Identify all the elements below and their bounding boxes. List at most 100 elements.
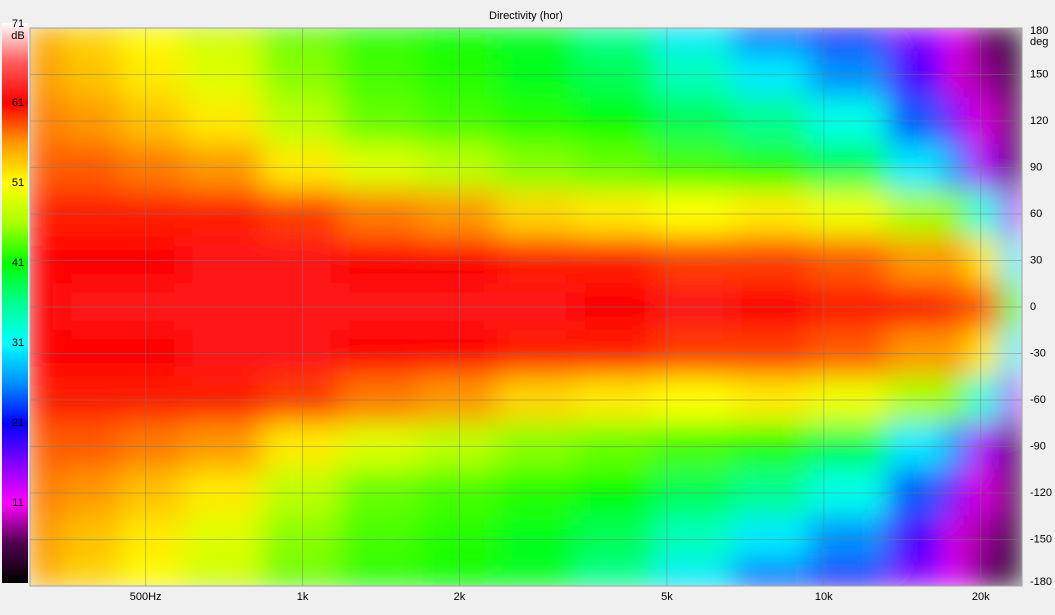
heatmap-cell xyxy=(119,97,185,145)
heatmap-cell xyxy=(261,236,342,285)
heatmap-cell xyxy=(732,469,810,517)
heatmap-cell xyxy=(340,422,420,471)
heatmap-cell xyxy=(183,469,263,517)
heatmap-cell xyxy=(183,376,263,424)
heatmap-cell xyxy=(261,50,342,99)
heatmap-cell xyxy=(418,143,499,192)
heatmap-cell xyxy=(418,190,499,238)
heatmap-cell xyxy=(418,28,499,52)
heatmap-cell xyxy=(418,50,499,99)
heatmap-cell xyxy=(575,190,655,238)
heatmap-cell xyxy=(119,562,185,586)
heatmap-cell xyxy=(968,376,1002,424)
heatmap-cell xyxy=(732,515,810,564)
heatmap-cell xyxy=(887,143,945,192)
heatmap-cell xyxy=(30,422,64,471)
heatmap-cell xyxy=(653,236,734,285)
heatmap-cell xyxy=(1000,329,1022,378)
heatmap-cell xyxy=(808,236,889,285)
heatmap-cell xyxy=(575,97,655,145)
heatmap-cell xyxy=(887,515,945,564)
heatmap-cell xyxy=(887,50,945,99)
heatmap-cell xyxy=(1000,28,1022,52)
heatmap-cell xyxy=(30,28,64,52)
heatmap-cell xyxy=(119,50,185,99)
y-tick-label: 180 xyxy=(1030,25,1048,37)
y-tick-label: -30 xyxy=(1030,347,1046,359)
heatmap-cell xyxy=(183,422,263,471)
heatmap-cell xyxy=(30,469,64,517)
heatmap-cell xyxy=(653,329,734,378)
heatmap-cell xyxy=(119,469,185,517)
heatmap-cell xyxy=(119,236,185,285)
heatmap-cell xyxy=(653,190,734,238)
heatmap-cell xyxy=(968,190,1002,238)
heatmap-cell xyxy=(497,562,577,586)
heatmap-cell xyxy=(183,50,263,99)
heatmap-cell xyxy=(340,376,420,424)
heatmap-cell xyxy=(1000,515,1022,564)
heatmap-cell xyxy=(30,143,64,192)
heatmap-cell xyxy=(183,28,263,52)
colorbar-tick-label: 21 xyxy=(12,417,24,429)
heatmap-cell xyxy=(887,562,945,586)
x-tick-label: 2k xyxy=(454,591,466,603)
heatmap-cell xyxy=(62,236,121,285)
heatmap-cell xyxy=(62,329,121,378)
axes: 7161514131211111801501209060300-30-60-90… xyxy=(12,18,1052,603)
heatmap-cell xyxy=(575,515,655,564)
heatmap-cell xyxy=(887,28,945,52)
heatmap-cell xyxy=(62,422,121,471)
heatmap-cell xyxy=(943,376,970,424)
heatmap-cell xyxy=(968,562,1002,586)
heatmap-cell xyxy=(943,190,970,238)
heatmap-cell xyxy=(418,562,499,586)
heatmap-cell xyxy=(62,469,121,517)
heatmap-cell xyxy=(653,143,734,192)
heatmap-cell xyxy=(119,190,185,238)
heatmap-cell xyxy=(575,143,655,192)
heatmap-cell xyxy=(653,469,734,517)
heatmap-cell xyxy=(62,28,121,52)
heatmap-cell xyxy=(183,562,263,586)
heatmap-cell xyxy=(808,515,889,564)
heatmap-cell xyxy=(30,562,64,586)
colorbar-tick-label: 71 xyxy=(12,18,24,30)
heatmap-cell xyxy=(62,376,121,424)
heatmap-cell xyxy=(575,236,655,285)
heatmap-cell xyxy=(968,422,1002,471)
heatmap-cell xyxy=(261,562,342,586)
heatmap-cell xyxy=(119,28,185,52)
heatmap-cell xyxy=(1000,143,1022,192)
y-tick-label: 0 xyxy=(1030,301,1036,313)
heatmap-cell xyxy=(968,97,1002,145)
y-tick-label: 150 xyxy=(1030,68,1048,80)
heatmap-cell xyxy=(943,143,970,192)
heatmap-cell xyxy=(62,143,121,192)
heatmap-cell xyxy=(887,97,945,145)
heatmap-cell xyxy=(261,376,342,424)
y-tick-label: 60 xyxy=(1030,208,1042,220)
heatmap-cell xyxy=(887,376,945,424)
heatmap-cell xyxy=(497,283,577,331)
heatmap-cell xyxy=(575,562,655,586)
heatmap-cell xyxy=(943,469,970,517)
heatmap-cell xyxy=(119,422,185,471)
heatmap-cell xyxy=(261,283,342,331)
heatmap-cell xyxy=(30,515,64,564)
heatmap-cell xyxy=(340,283,420,331)
y-tick-label: -120 xyxy=(1030,487,1052,499)
heatmap-cell xyxy=(62,190,121,238)
heatmap-cell xyxy=(497,97,577,145)
heatmap-cell xyxy=(943,515,970,564)
colorbar-tick-label: 11 xyxy=(12,497,23,509)
heatmap-cell xyxy=(62,283,121,331)
y-tick-label: 90 xyxy=(1030,161,1042,173)
heatmap-cell xyxy=(30,190,64,238)
heatmap-cell xyxy=(887,190,945,238)
heatmap-cell xyxy=(968,143,1002,192)
heatmap-cell xyxy=(418,283,499,331)
heatmap-cell xyxy=(418,422,499,471)
colorbar-tick-label: 61 xyxy=(12,97,24,109)
